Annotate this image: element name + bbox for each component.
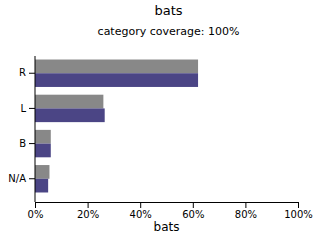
x-tick-mark bbox=[88, 202, 89, 208]
x-tick-mark bbox=[245, 202, 246, 208]
y-tick-mark bbox=[29, 73, 35, 74]
subtitle: category coverage: 100% bbox=[98, 25, 240, 38]
x-tick-label: 100% bbox=[284, 209, 313, 220]
x-tick: 100% bbox=[284, 202, 313, 220]
chart: bats category coverage: 100% 0% 20% 40% 60% 80… bbox=[0, 0, 321, 238]
x-tick-mark bbox=[140, 202, 141, 208]
y-tick: B bbox=[19, 138, 35, 149]
y-tick-mark bbox=[29, 108, 35, 109]
x-tick-label: 80% bbox=[235, 209, 257, 220]
y-axis: R L B N/A bbox=[8, 56, 35, 202]
y-axis-line bbox=[35, 56, 36, 202]
y-tick-label: B bbox=[19, 138, 26, 149]
bar bbox=[35, 73, 198, 87]
bar bbox=[35, 179, 48, 193]
x-axis-line bbox=[36, 202, 299, 203]
y-tick: L bbox=[20, 103, 35, 114]
x-tick: 60% bbox=[182, 202, 204, 220]
x-tick-label: 0% bbox=[28, 209, 44, 220]
bar bbox=[35, 60, 198, 74]
x-tick-mark bbox=[298, 202, 299, 208]
bar bbox=[35, 108, 105, 122]
bar bbox=[35, 130, 51, 144]
x-tick: 20% bbox=[77, 202, 99, 220]
x-tick: 40% bbox=[130, 202, 152, 220]
title: bats bbox=[154, 3, 182, 18]
y-tick: N/A bbox=[8, 173, 35, 184]
y-tick-mark bbox=[29, 178, 35, 179]
x-tick-label: 20% bbox=[77, 209, 99, 220]
bar bbox=[35, 165, 49, 179]
y-tick-label: N/A bbox=[8, 173, 26, 184]
bar bbox=[35, 95, 103, 109]
x-tick-label: 60% bbox=[182, 209, 204, 220]
y-tick-label: R bbox=[19, 67, 26, 78]
x-tick-mark bbox=[193, 202, 194, 208]
bars bbox=[35, 60, 198, 193]
y-tick-mark bbox=[29, 143, 35, 144]
y-tick: R bbox=[19, 67, 35, 78]
x-tick: 80% bbox=[235, 202, 257, 220]
bar bbox=[35, 144, 51, 158]
x-tick: 0% bbox=[28, 202, 44, 220]
x-tick-mark bbox=[35, 202, 36, 208]
x-tick-label: 40% bbox=[130, 209, 152, 220]
y-tick-label: L bbox=[20, 103, 26, 114]
x-axis-title: bats bbox=[154, 220, 180, 234]
x-axis: 0% 20% 40% 60% 80% 100% bbox=[28, 202, 313, 220]
